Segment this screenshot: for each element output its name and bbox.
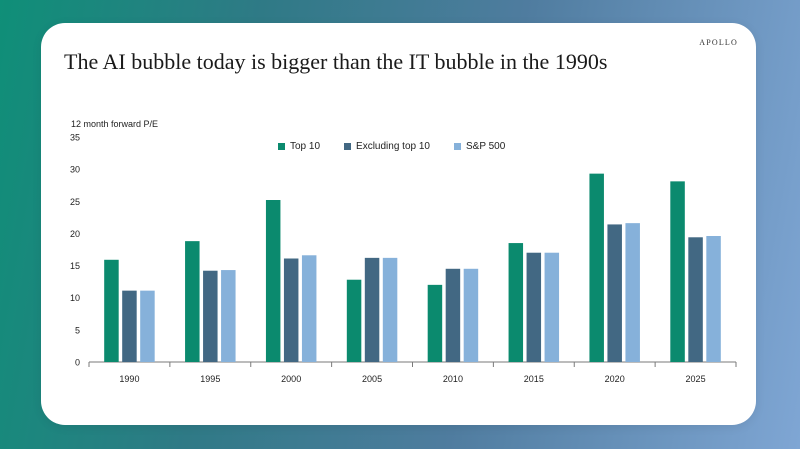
y-tick-label: 35 xyxy=(70,133,80,143)
bar xyxy=(544,252,560,362)
x-tick-label: 2020 xyxy=(605,374,625,384)
bar xyxy=(526,252,542,362)
bar xyxy=(203,270,218,362)
bar xyxy=(283,258,299,362)
bar xyxy=(346,279,362,362)
legend-swatch-sp500 xyxy=(453,143,461,150)
y-tick-label: 15 xyxy=(70,261,80,271)
bar xyxy=(364,257,380,362)
bar xyxy=(122,290,137,362)
legend-item-top10: Top 10 xyxy=(278,141,320,152)
bar xyxy=(301,255,317,362)
slide-card: The AI bubble today is bigger than the I… xyxy=(41,23,756,425)
bar xyxy=(445,268,461,362)
y-tick-label: 0 xyxy=(75,358,80,368)
x-tick-label: 2010 xyxy=(443,374,463,384)
bar xyxy=(221,270,236,362)
legend-item-sp500: S&P 500 xyxy=(453,141,506,152)
page-title: The AI bubble today is bigger than the I… xyxy=(64,49,608,74)
y-axis-label: 12 month forward P/E xyxy=(71,119,158,129)
legend-label-top10: Top 10 xyxy=(290,141,321,152)
legend-label-excl-top10: Excluding top 10 xyxy=(356,141,430,152)
bar xyxy=(463,268,479,362)
x-tick-label: 2015 xyxy=(524,374,544,384)
bar xyxy=(427,284,443,362)
bar xyxy=(706,236,721,362)
bar xyxy=(185,241,200,362)
legend-label-sp500: S&P 500 xyxy=(465,141,506,152)
bar xyxy=(589,173,604,362)
bar xyxy=(104,259,119,362)
bar xyxy=(265,200,281,362)
x-tick-label: 2000 xyxy=(281,374,301,384)
bar xyxy=(688,237,703,362)
legend-item-excl-top10: Excluding top 10 xyxy=(344,141,430,152)
legend-swatch-top10 xyxy=(278,143,285,150)
bar xyxy=(508,243,524,362)
x-tick-label: 2005 xyxy=(362,374,382,384)
bar xyxy=(382,257,398,362)
x-tick-label: 2025 xyxy=(686,374,706,384)
legend-swatch-excl-top10 xyxy=(344,143,352,150)
y-tick-label: 10 xyxy=(70,293,80,303)
bar xyxy=(625,223,640,362)
chart-legend: Top 10 Excluding top 10 S&P 500 xyxy=(278,141,505,152)
brand-logo-text: APOLLO xyxy=(699,38,738,47)
x-tick-label: 1995 xyxy=(200,374,220,384)
y-tick-label: 5 xyxy=(75,325,80,335)
bar xyxy=(670,181,685,362)
y-tick-label: 25 xyxy=(70,197,80,207)
y-tick-label: 30 xyxy=(70,165,80,175)
x-tick-label: 1990 xyxy=(119,374,139,384)
y-tick-label: 20 xyxy=(70,229,80,239)
bar xyxy=(607,224,622,362)
bar xyxy=(140,290,155,362)
